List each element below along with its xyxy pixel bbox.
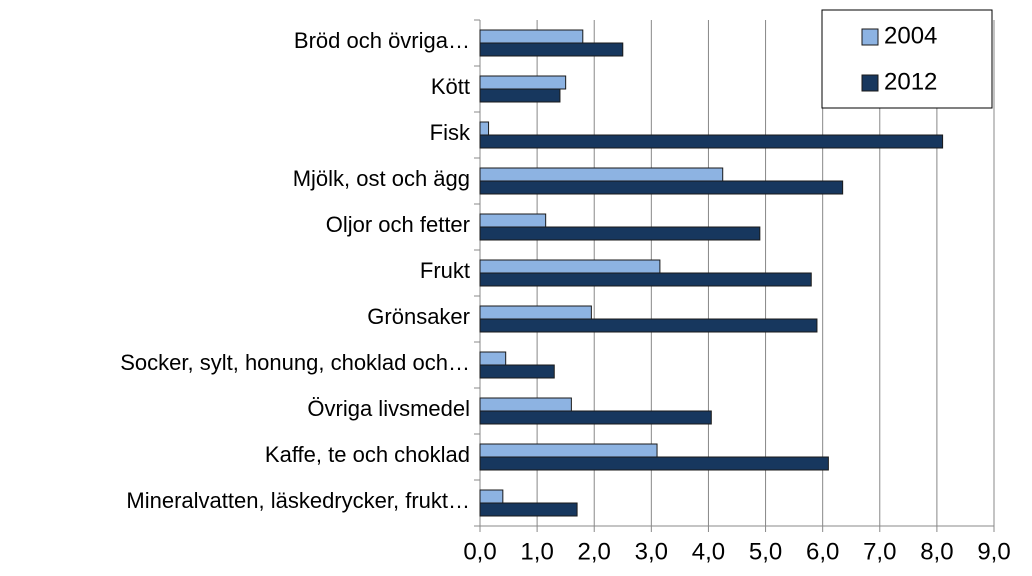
bar [479, 502, 578, 517]
y-tick-label: Oljor och fetter [326, 212, 470, 237]
bar [479, 29, 584, 44]
bar [479, 42, 624, 57]
x-tick-label: 2,0 [578, 538, 611, 565]
y-tick-label: Bröd och övriga… [294, 28, 470, 53]
bar [479, 489, 504, 504]
bar [479, 397, 572, 412]
legend-swatch [861, 74, 879, 92]
x-tick-label: 7,0 [863, 538, 896, 565]
bar [479, 410, 712, 425]
bar [479, 456, 829, 471]
bar [479, 180, 844, 195]
y-tick-label: Fisk [430, 120, 471, 145]
x-tick-label: 9,0 [977, 538, 1010, 565]
legend-label: 2004 [884, 22, 937, 49]
x-tick-label: 0,0 [463, 538, 496, 565]
y-tick-label: Mineralvatten, läskedrycker, frukt… [126, 488, 470, 513]
x-tick-label: 5,0 [749, 538, 782, 565]
bar [479, 364, 555, 379]
legend-label: 2012 [884, 68, 937, 95]
bar [479, 226, 761, 241]
bar [479, 213, 547, 228]
x-tick-label: 4,0 [692, 538, 725, 565]
x-tick-label: 1,0 [520, 538, 553, 565]
y-tick-label: Socker, sylt, honung, choklad och… [120, 350, 470, 375]
bar [479, 88, 561, 103]
bar [479, 272, 812, 287]
y-tick-label: Frukt [420, 258, 470, 283]
bar [479, 75, 567, 90]
x-tick-label: 8,0 [920, 538, 953, 565]
x-tick-label: 3,0 [635, 538, 668, 565]
bar [479, 167, 724, 182]
bar [479, 259, 661, 274]
x-tick-label: 6,0 [806, 538, 839, 565]
y-tick-label: Kött [431, 74, 470, 99]
y-tick-label: Övriga livsmedel [307, 396, 470, 421]
bar [479, 351, 507, 366]
legend-swatch [861, 28, 879, 46]
y-tick-label: Kaffe, te och choklad [265, 442, 470, 467]
legend-box [821, 9, 993, 109]
bar [479, 134, 944, 149]
bar [479, 443, 658, 458]
y-tick-label: Mjölk, ost och ägg [293, 166, 470, 191]
y-tick-label: Grönsaker [367, 304, 470, 329]
bar [479, 121, 490, 136]
bar [479, 305, 592, 320]
bar [479, 318, 818, 333]
